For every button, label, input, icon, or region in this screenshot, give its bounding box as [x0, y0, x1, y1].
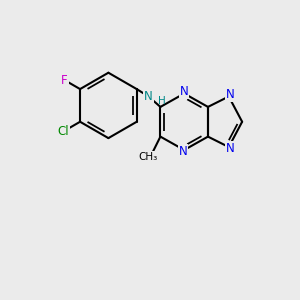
Text: N: N: [144, 90, 153, 103]
Text: N: N: [178, 145, 188, 158]
Text: H: H: [158, 96, 166, 106]
Text: F: F: [61, 74, 68, 87]
Text: CH₃: CH₃: [139, 152, 158, 162]
Text: N: N: [180, 85, 189, 98]
Text: Cl: Cl: [58, 125, 69, 138]
Text: N: N: [226, 88, 234, 101]
Text: N: N: [226, 142, 234, 155]
